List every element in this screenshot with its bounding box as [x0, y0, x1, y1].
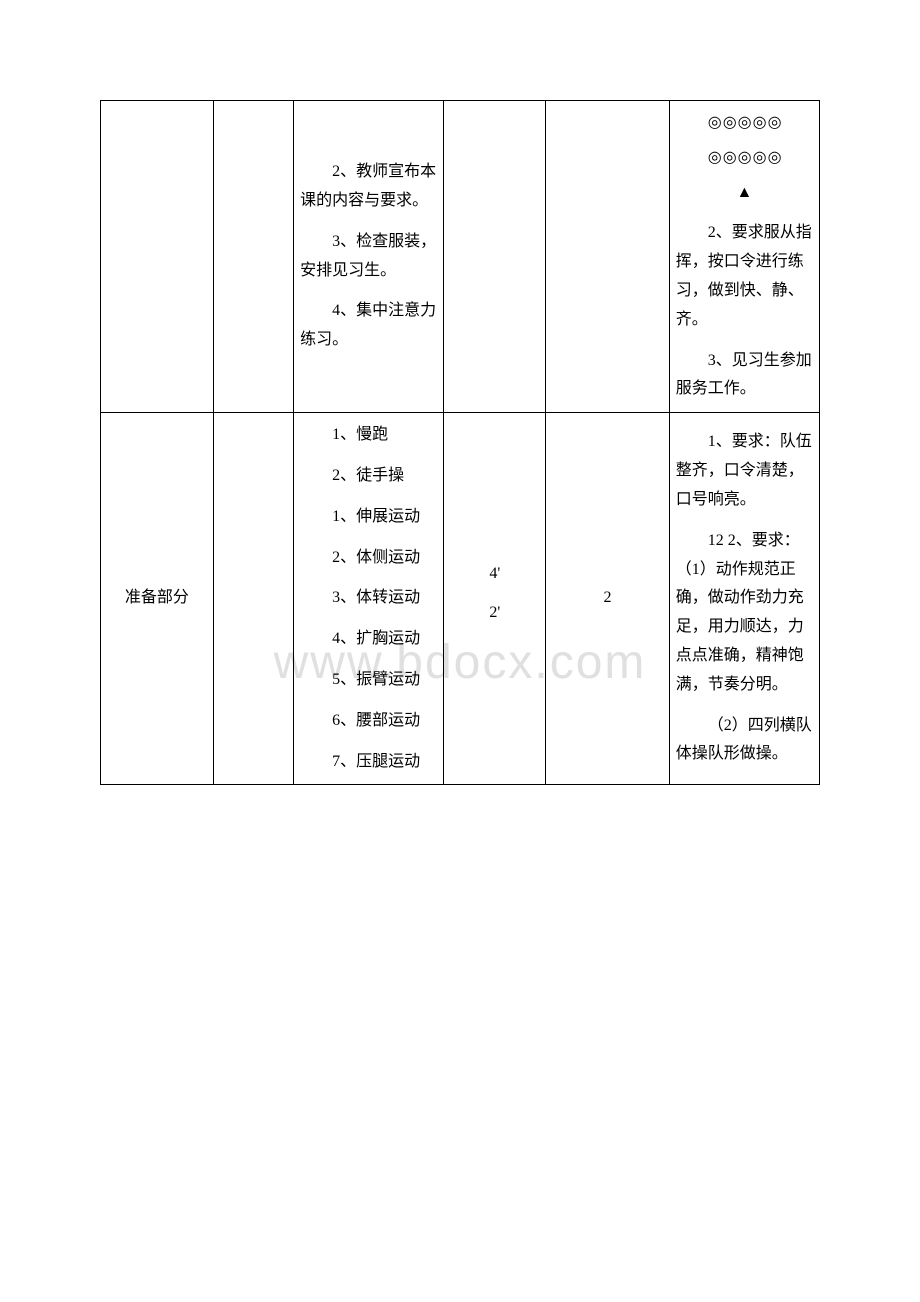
requirement-item: 3、见习生参加服务工作。 [676, 347, 813, 405]
content-item: 7、压腿运动 [300, 748, 437, 777]
cell-empty [213, 413, 293, 785]
formation-line: ◎◎◎◎◎ [676, 109, 813, 138]
table-row: 准备部分 1、慢跑 2、徒手操 1、伸展运动 2、体侧运动 3、体转运动 4、扩… [101, 413, 820, 785]
cell-content: 2、教师宣布本课的内容与要求。 3、检查服装，安排见习生。 4、集中注意力练习。 [294, 101, 444, 413]
cell-requirements: 1、要求：队伍整齐，口令清楚，口号响亮。 12 2、要求：（1）动作规范正确，做… [669, 413, 819, 785]
section-label: 准备部分 [125, 589, 189, 606]
cell-count [546, 101, 669, 413]
content-item: 3、检查服装，安排见习生。 [300, 228, 437, 286]
content-item: 2、徒手操 [300, 462, 437, 491]
content-item: 1、伸展运动 [300, 503, 437, 532]
formation-line: ◎◎◎◎◎ [676, 144, 813, 173]
cell-section [101, 101, 214, 413]
content-item: 4、集中注意力练习。 [300, 297, 437, 355]
teacher-mark: ▲ [676, 179, 813, 208]
requirement-item: 2、要求服从指挥，按口令进行练习，做到快、静、齐。 [676, 219, 813, 334]
cell-requirements: ◎◎◎◎◎ ◎◎◎◎◎ ▲ 2、要求服从指挥，按口令进行练习，做到快、静、齐。 … [669, 101, 819, 413]
content-item: 4、扩胸运动 [300, 625, 437, 654]
time-value: 2' [450, 599, 539, 628]
time-value: 4' [450, 560, 539, 589]
content-item: 3、体转运动 [300, 584, 437, 613]
cell-time: 4' 2' [444, 413, 546, 785]
content-item: 5、振臂运动 [300, 666, 437, 695]
cell-count: 2 [546, 413, 669, 785]
requirement-item: 12 2、要求：（1）动作规范正确，做动作劲力充足，用力顺达，力点点准确，精神饱… [676, 527, 813, 700]
lesson-table: 2、教师宣布本课的内容与要求。 3、检查服装，安排见习生。 4、集中注意力练习。… [100, 100, 820, 785]
cell-empty [213, 101, 293, 413]
content-item: 1、慢跑 [300, 421, 437, 450]
cell-time [444, 101, 546, 413]
cell-section: 准备部分 [101, 413, 214, 785]
requirement-item: （2）四列横队体操队形做操。 [676, 712, 813, 770]
content-item: 6、腰部运动 [300, 707, 437, 736]
cell-content: 1、慢跑 2、徒手操 1、伸展运动 2、体侧运动 3、体转运动 4、扩胸运动 5… [294, 413, 444, 785]
requirement-item: 1、要求：队伍整齐，口令清楚，口号响亮。 [676, 428, 813, 514]
content-item: 2、教师宣布本课的内容与要求。 [300, 158, 437, 216]
content-item: 2、体侧运动 [300, 544, 437, 573]
table-row: 2、教师宣布本课的内容与要求。 3、检查服装，安排见习生。 4、集中注意力练习。… [101, 101, 820, 413]
count-value: 2 [604, 589, 612, 606]
